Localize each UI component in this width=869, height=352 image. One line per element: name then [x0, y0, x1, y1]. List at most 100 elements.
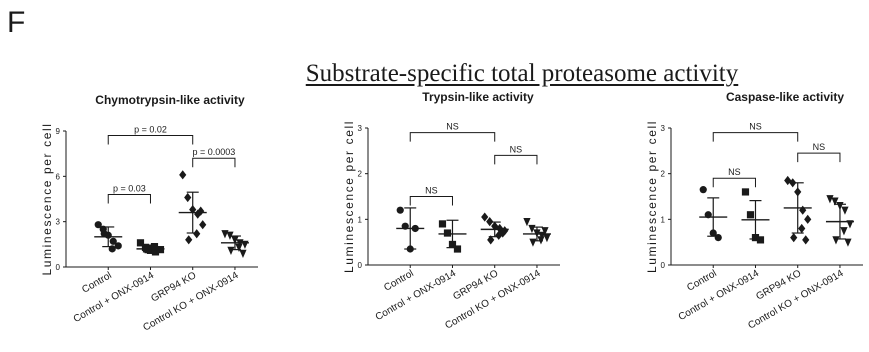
data-point: [804, 214, 812, 224]
data-point: [840, 227, 848, 236]
significance-label: p = 0.02: [134, 125, 167, 135]
data-point: [199, 220, 207, 230]
data-point: [221, 230, 229, 239]
significance-bracket: NS: [712, 122, 799, 142]
data-point: [184, 192, 192, 203]
x-category-label: Control: [382, 268, 415, 294]
series-2: [438, 219, 467, 253]
series-1: [699, 186, 728, 242]
y-axis-label: Luminescence per cell: [40, 123, 54, 276]
series-3: [783, 175, 812, 245]
significance-bracket: p = 0.02: [107, 125, 194, 145]
y-tick-label: 0: [56, 263, 61, 272]
data-point: [114, 242, 122, 250]
significance-label: NS: [813, 142, 826, 152]
data-point: [109, 237, 117, 245]
data-point: [790, 233, 798, 243]
significance-bracket: NS: [409, 122, 496, 142]
x-category-label: Control + ONX-0914: [677, 268, 762, 323]
y-tick-label: 2: [661, 170, 666, 179]
bracket-line: [797, 152, 841, 163]
chart-title: Chymotrypsin-like activity: [95, 93, 245, 107]
series-1: [396, 206, 425, 253]
significance-label: NS: [446, 122, 459, 132]
x-category-label: Control: [685, 268, 718, 294]
y-tick-label: 3: [56, 218, 61, 227]
significance-label: NS: [425, 186, 438, 196]
y-tick-label: 2: [358, 170, 363, 179]
data-point: [832, 236, 840, 245]
y-tick-label: 1: [661, 215, 666, 224]
data-point: [495, 230, 503, 240]
chart-title: Caspase-like activity: [726, 90, 844, 104]
series-4: [825, 195, 854, 247]
series-4: [522, 218, 551, 247]
bracket-line: [712, 177, 756, 188]
significance-label: NS: [749, 122, 762, 132]
data-point: [799, 205, 807, 215]
y-tick-label: 0: [661, 261, 666, 270]
data-point: [756, 236, 765, 244]
y-tick-label: 9: [56, 127, 61, 136]
data-point: [193, 229, 201, 239]
series-2: [741, 188, 770, 244]
data-point: [136, 239, 145, 247]
panel-letter: F: [7, 6, 26, 39]
chart-panel-1: Chymotrypsin-like activity Luminescence p…: [40, 93, 258, 334]
data-point: [529, 238, 537, 247]
significance-label: p = 0.0003: [192, 147, 235, 157]
data-point: [714, 234, 722, 242]
data-point: [239, 249, 247, 258]
chart-panel-3: Caspase-like activity Luminescence per ce…: [645, 90, 863, 332]
data-point: [151, 248, 160, 256]
data-point: [156, 246, 165, 254]
data-point: [543, 234, 551, 243]
data-point: [453, 245, 462, 253]
significance-bracket: NS: [712, 167, 756, 188]
data-point: [841, 206, 849, 215]
series-3: [178, 170, 207, 245]
bracket-line: [192, 157, 236, 168]
data-point: [100, 230, 108, 238]
y-axis-label: Luminescence per cell: [342, 120, 356, 273]
bracket-line: [107, 193, 151, 204]
data-point: [699, 186, 707, 194]
significance-bracket: p = 0.0003: [192, 147, 236, 168]
significance-bracket: NS: [409, 186, 453, 206]
data-point: [523, 218, 531, 227]
series-3: [480, 212, 509, 245]
data-point: [496, 223, 504, 234]
data-point: [235, 243, 243, 252]
data-point: [197, 206, 205, 216]
data-point: [541, 227, 549, 236]
significance-bracket: NS: [797, 142, 841, 163]
data-point: [846, 220, 854, 229]
data-point: [826, 195, 834, 204]
data-point: [499, 228, 507, 238]
data-point: [185, 235, 193, 245]
data-point: [179, 170, 187, 180]
data-point: [396, 206, 404, 214]
data-point: [438, 220, 447, 228]
bracket-line: [409, 196, 453, 206]
data-point: [487, 235, 495, 245]
data-point: [741, 188, 750, 196]
bracket-line: [494, 154, 538, 165]
data-point: [227, 246, 235, 255]
x-category-label: Control + ONX-0914: [374, 268, 459, 323]
series-2: [136, 239, 165, 256]
y-tick-label: 1: [358, 215, 363, 224]
y-axis-label: Luminescence per cell: [645, 120, 659, 273]
significance-label: p = 0.03: [113, 183, 146, 193]
bracket-line: [409, 132, 496, 142]
data-point: [481, 212, 489, 222]
significance-label: NS: [728, 167, 741, 177]
figure-title: Substrate-specific total proteasome acti…: [305, 60, 739, 87]
data-point: [443, 229, 452, 237]
significance-bracket: p = 0.03: [107, 183, 151, 204]
chart-title: Trypsin-like activity: [422, 90, 534, 104]
significance-bracket: NS: [494, 144, 538, 165]
data-point: [94, 221, 102, 229]
chart-panel-2: Trypsin-like activity Luminescence per ce…: [342, 90, 560, 332]
